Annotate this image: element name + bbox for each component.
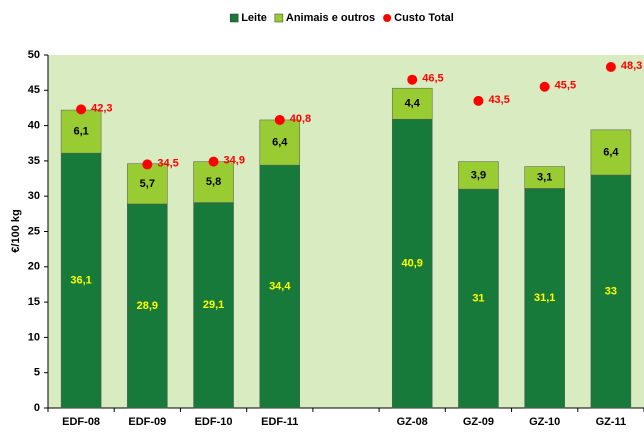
data-label: 42,3 — [91, 102, 112, 114]
legend-marker — [274, 13, 284, 23]
data-label: 6,1 — [73, 126, 88, 138]
data-label: 6,4 — [603, 146, 619, 158]
bar-segment — [391, 87, 433, 120]
y-tick-label: 0 — [34, 402, 40, 414]
x-tick-label: EDF-08 — [62, 416, 100, 428]
y-tick-label: 30 — [28, 190, 40, 202]
y-tick-label: 40 — [28, 120, 40, 132]
bar-segment — [524, 188, 565, 409]
data-label: 5,7 — [140, 178, 155, 190]
x-tick-label: EDF-09 — [128, 416, 166, 428]
x-tick-label: EDF-11 — [261, 416, 298, 428]
data-label: 28,9 — [137, 300, 158, 312]
bar-segment — [590, 129, 632, 176]
bar-segment — [590, 174, 632, 409]
data-label: 40,8 — [290, 113, 311, 125]
y-tick-label: 25 — [28, 225, 40, 237]
cost-point — [208, 156, 219, 167]
data-label: 34,4 — [269, 280, 291, 292]
bar-segment — [60, 109, 102, 154]
bar-segment — [259, 164, 301, 409]
data-label: 40,9 — [402, 258, 423, 270]
y-tick-label: 20 — [28, 261, 40, 273]
data-label: 45,5 — [555, 80, 576, 92]
legend-label: Animais e outros — [286, 12, 375, 24]
data-label: 5,8 — [206, 176, 221, 188]
x-tick-label: GZ-09 — [463, 416, 494, 428]
data-label: 34,5 — [157, 157, 178, 169]
bar-segment — [127, 163, 168, 205]
data-label: 48,3 — [621, 60, 642, 72]
bar-segment — [458, 161, 499, 190]
data-label: 36,1 — [70, 274, 91, 286]
legend-label: Custo Total — [394, 12, 454, 24]
data-label: 4,4 — [405, 98, 421, 110]
data-label: 3,1 — [537, 171, 552, 183]
data-label: 3,9 — [471, 169, 486, 181]
x-tick-label: GZ-11 — [596, 416, 627, 428]
x-tick-label: EDF-10 — [195, 416, 233, 428]
bar-segment — [524, 166, 565, 189]
legend-marker — [383, 14, 392, 22]
x-tick-label: GZ-08 — [397, 416, 428, 428]
bar-segment — [391, 118, 433, 409]
cost-point — [407, 74, 418, 85]
y-tick-label: 50 — [28, 49, 40, 61]
data-label: 31 — [472, 292, 484, 304]
data-label: 6,4 — [272, 136, 288, 148]
data-label: 33 — [605, 285, 617, 297]
data-label: 34,9 — [224, 155, 245, 167]
cost-point — [142, 159, 153, 170]
cost-point — [274, 114, 285, 125]
data-label: 31,1 — [534, 292, 555, 304]
x-tick-label: GZ-10 — [529, 416, 560, 428]
bar-segment — [193, 202, 234, 409]
y-tick-label: 10 — [28, 331, 40, 343]
y-tick-label: 45 — [28, 84, 40, 96]
data-label: 46,5 — [422, 73, 443, 85]
legend-marker — [229, 13, 239, 23]
cost-point — [605, 62, 616, 73]
bar-segment — [458, 188, 499, 409]
data-label: 43,5 — [488, 94, 509, 106]
cost-point — [76, 104, 87, 115]
y-tick-label: 5 — [34, 367, 40, 379]
data-label: 29,1 — [203, 299, 224, 311]
cost-point — [473, 95, 484, 106]
y-tick-label: 35 — [28, 155, 40, 167]
bar-segment — [259, 119, 301, 166]
bar-segment — [127, 203, 168, 409]
cost-point — [539, 81, 550, 92]
legend-label: Leite — [241, 12, 267, 24]
y-axis-label: €/100 kg — [10, 209, 22, 252]
y-tick-label: 15 — [28, 296, 40, 308]
